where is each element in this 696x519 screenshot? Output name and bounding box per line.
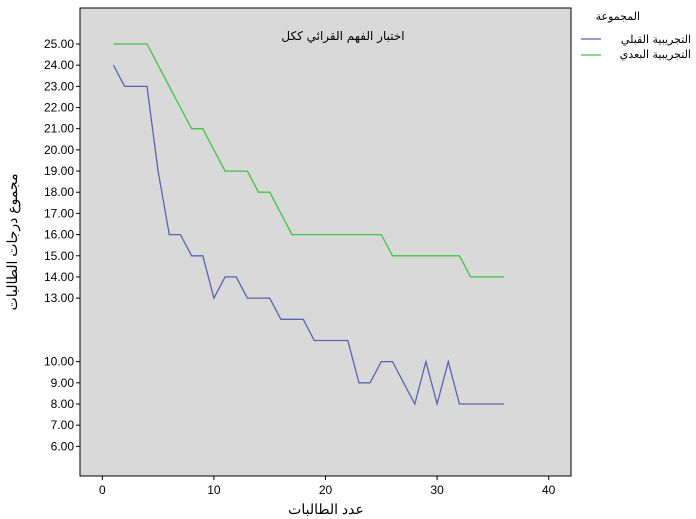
y-tick-label: 18.00 xyxy=(44,185,74,199)
x-tick-label: 20 xyxy=(319,483,333,497)
y-tick-label: 20.00 xyxy=(44,143,74,157)
y-tick-label: 16.00 xyxy=(44,228,74,242)
series-line-post xyxy=(113,43,504,278)
x-tick-label: 30 xyxy=(430,483,444,497)
y-tick-label: 8.00 xyxy=(51,397,75,411)
y-tick-label: 14.00 xyxy=(44,270,74,284)
y-tick-label: 10.00 xyxy=(44,355,74,369)
y-tick-label: 13.00 xyxy=(44,291,74,305)
legend-title: المجموعة xyxy=(596,10,640,23)
legend-label-pre: التجريبية القبلي xyxy=(621,33,691,46)
y-tick-label: 24.00 xyxy=(44,58,74,72)
y-axis-title: مجموع درجات الطالبات xyxy=(4,174,21,311)
y-tick-label: 22.00 xyxy=(44,101,74,115)
series-line-pre xyxy=(112,64,504,407)
y-tick-label: 17.00 xyxy=(44,206,74,220)
x-tick-label: 0 xyxy=(99,483,106,497)
chart-title: اختبار الفهم القرائي ككل xyxy=(281,29,404,44)
y-tick-label: 7.00 xyxy=(51,418,75,432)
y-tick-label: 6.00 xyxy=(51,439,75,453)
x-tick-label: 10 xyxy=(207,483,221,497)
y-tick-label: 23.00 xyxy=(44,79,74,93)
y-tick-label: 9.00 xyxy=(51,376,75,390)
legend-label-post: التجريبية البعدي xyxy=(620,48,691,61)
x-tick-label: 40 xyxy=(542,483,556,497)
y-tick-label: 15.00 xyxy=(44,249,74,263)
legend: المجموعة التجريبية القبلي التجريبية البع… xyxy=(581,10,691,61)
y-tick-label: 19.00 xyxy=(44,164,74,178)
x-axis-ticks: 0 10 20 30 40 xyxy=(99,476,556,497)
series-lines xyxy=(112,43,504,407)
y-tick-label: 21.00 xyxy=(44,122,74,136)
y-axis-ticks: 25.00 24.00 23.00 22.00 21.00 20.00 19.00 18.00… xyxy=(44,37,80,453)
y-tick-label: 25.00 xyxy=(44,37,74,51)
x-axis-title: عدد الطالبات xyxy=(288,501,364,517)
plot-background xyxy=(79,7,572,477)
